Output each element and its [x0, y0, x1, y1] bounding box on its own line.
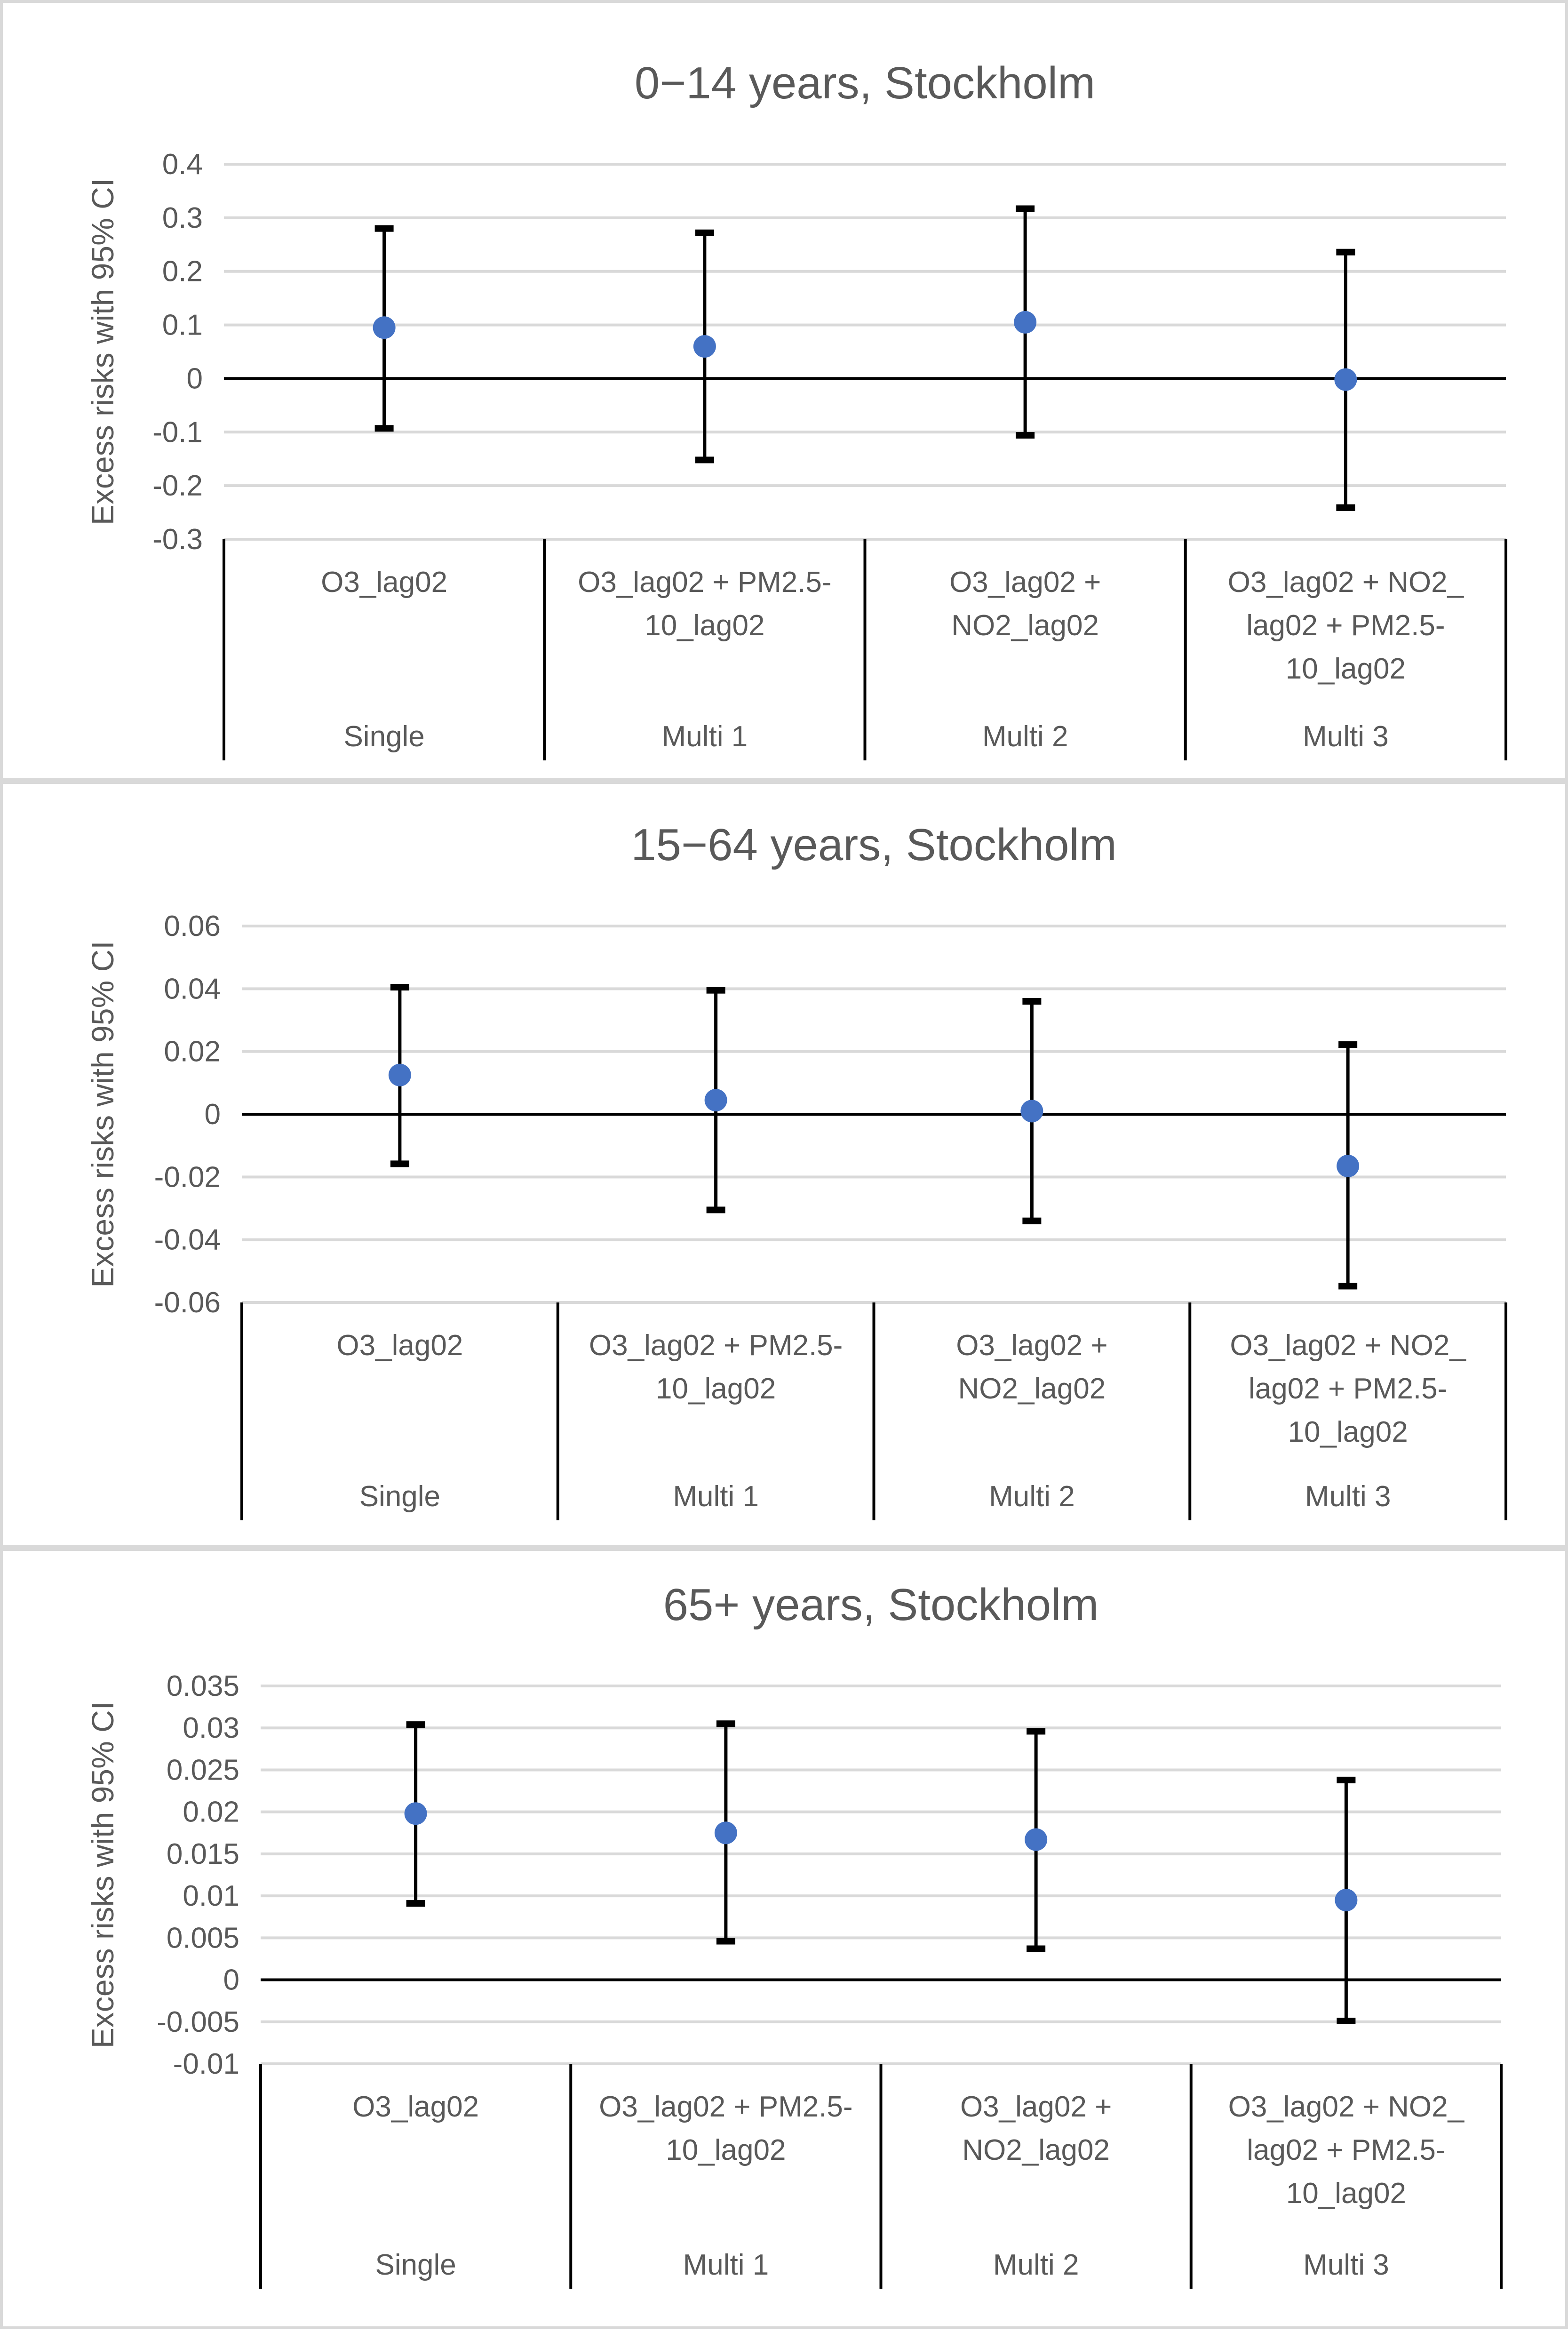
category-label: 10_lag02: [656, 1373, 776, 1405]
category-label: NO2_lag02: [951, 609, 1099, 642]
y-axis-title: Excess risks with 95% CI: [85, 178, 120, 525]
category-label: lag02 + PM2.5-: [1246, 609, 1445, 642]
category-label: O3_lag02 + NO2_: [1228, 566, 1465, 599]
estimate-point: [1334, 368, 1357, 391]
category-label: O3_lag02: [336, 1329, 463, 1362]
category-label: 10_lag02: [1286, 653, 1406, 685]
category-label: NO2_lag02: [962, 2134, 1110, 2166]
group-label: Multi 3: [1303, 2249, 1389, 2281]
category-label: O3_lag02 + PM2.5-: [578, 566, 831, 599]
estimate-point: [704, 1089, 727, 1111]
estimate-point: [1335, 1889, 1358, 1912]
y-tick-label: 0.1: [162, 309, 203, 342]
chart-title: 0−14 years, Stockholm: [635, 58, 1095, 108]
chart-title: 65+ years, Stockholm: [663, 1580, 1099, 1630]
y-tick-label: 0.035: [167, 1670, 239, 1702]
group-label: Multi 2: [989, 1480, 1075, 1513]
category-label: 10_lag02: [645, 609, 764, 642]
category-label: 10_lag02: [1288, 1416, 1408, 1448]
group-label: Multi 2: [982, 720, 1068, 753]
chart-svg: 65+ years, Stockholm 0.035 0.03 0.025 0.02 0.…: [85, 1580, 1503, 2289]
group-label: Single: [375, 2249, 456, 2281]
group-label: Multi 3: [1305, 1480, 1391, 1513]
y-tick-label: 0.3: [162, 202, 203, 234]
y-tick-label: -0.1: [152, 416, 203, 448]
y-tick-label: 0.02: [183, 1796, 239, 1829]
category-label: O3_lag02 +: [956, 1329, 1107, 1362]
group-label: Single: [343, 720, 424, 753]
y-tick-label: -0.01: [173, 2048, 239, 2080]
category-label: O3_lag02 +: [960, 2091, 1112, 2123]
y-tick-label: -0.06: [154, 1286, 221, 1319]
y-tick-label: -0.02: [154, 1161, 221, 1193]
category-label: O3_lag02 +: [949, 566, 1101, 599]
y-tick-label: 0.2: [162, 256, 203, 288]
y-tick-label: 0: [223, 1964, 239, 1997]
category-label: O3_lag02 + NO2_: [1228, 2091, 1465, 2123]
group-label: Multi 1: [673, 1480, 759, 1513]
y-tick-label: -0.2: [152, 470, 203, 502]
estimate-point: [693, 335, 716, 358]
category-label: 10_lag02: [1286, 2177, 1406, 2210]
group-label: Multi 1: [683, 2249, 769, 2281]
group-label: Multi 3: [1303, 720, 1389, 753]
category-label: O3_lag02: [352, 2091, 479, 2123]
y-tick-label: -0.04: [154, 1224, 221, 1256]
category-label: lag02 + PM2.5-: [1247, 2134, 1445, 2166]
y-tick-label: 0.01: [183, 1880, 239, 1912]
group-label: Single: [359, 1480, 440, 1513]
category-label: lag02 + PM2.5-: [1249, 1373, 1447, 1405]
category-label: O3_lag02: [321, 566, 447, 599]
y-axis-title: Excess risks with 95% CI: [85, 941, 120, 1287]
category-label: O3_lag02 + PM2.5-: [599, 2091, 852, 2123]
estimate-point: [1025, 1828, 1048, 1851]
category-label: NO2_lag02: [958, 1373, 1106, 1405]
chart-panel-3: 65+ years, Stockholm 0.035 0.03 0.025 0.02 0.…: [0, 1548, 1568, 2329]
y-tick-label: 0.005: [167, 1922, 239, 1954]
chart-title: 15−64 years, Stockholm: [631, 820, 1117, 870]
y-tick-label: -0.3: [152, 523, 203, 556]
y-tick-label: 0.06: [164, 910, 221, 942]
y-tick-label: 0.4: [162, 148, 203, 181]
chart-panel-2: 15−64 years, Stockholm 0.06 0.04 0.02 0 -0.02…: [0, 781, 1568, 1548]
category-label: O3_lag02 + NO2_: [1230, 1329, 1466, 1362]
y-tick-label: 0.025: [167, 1754, 239, 1786]
category-label: O3_lag02 + PM2.5-: [589, 1329, 843, 1362]
estimate-point: [1337, 1155, 1360, 1177]
chart-svg: 0−14 years, Stockholm 0.4 0.3 0.2 0.1 0 -0.1 -0…: [85, 58, 1507, 760]
chart-panel-1: 0−14 years, Stockholm 0.4 0.3 0.2 0.1 0 -0.1 -0…: [0, 0, 1568, 781]
y-tick-label: 0.03: [183, 1712, 239, 1744]
y-tick-label: 0: [187, 362, 203, 395]
y-tick-label: 0: [205, 1098, 221, 1131]
estimate-point: [388, 1063, 411, 1086]
estimate-point: [404, 1802, 427, 1825]
y-axis-title: Excess risks with 95% CI: [85, 1701, 120, 2048]
category-label: 10_lag02: [666, 2134, 786, 2166]
y-tick-label: 0.04: [164, 973, 221, 1005]
chart-svg: 15−64 years, Stockholm 0.06 0.04 0.02 0 -0.02…: [85, 820, 1507, 1520]
y-tick-label: -0.005: [157, 2006, 239, 2038]
y-tick-label: 0.015: [167, 1838, 239, 1870]
estimate-point: [714, 1821, 737, 1845]
estimate-point: [1020, 1100, 1043, 1123]
group-label: Multi 1: [662, 720, 748, 753]
y-tick-label: 0.02: [164, 1036, 221, 1068]
estimate-point: [373, 316, 396, 339]
group-label: Multi 2: [993, 2249, 1079, 2281]
estimate-point: [1014, 311, 1037, 334]
